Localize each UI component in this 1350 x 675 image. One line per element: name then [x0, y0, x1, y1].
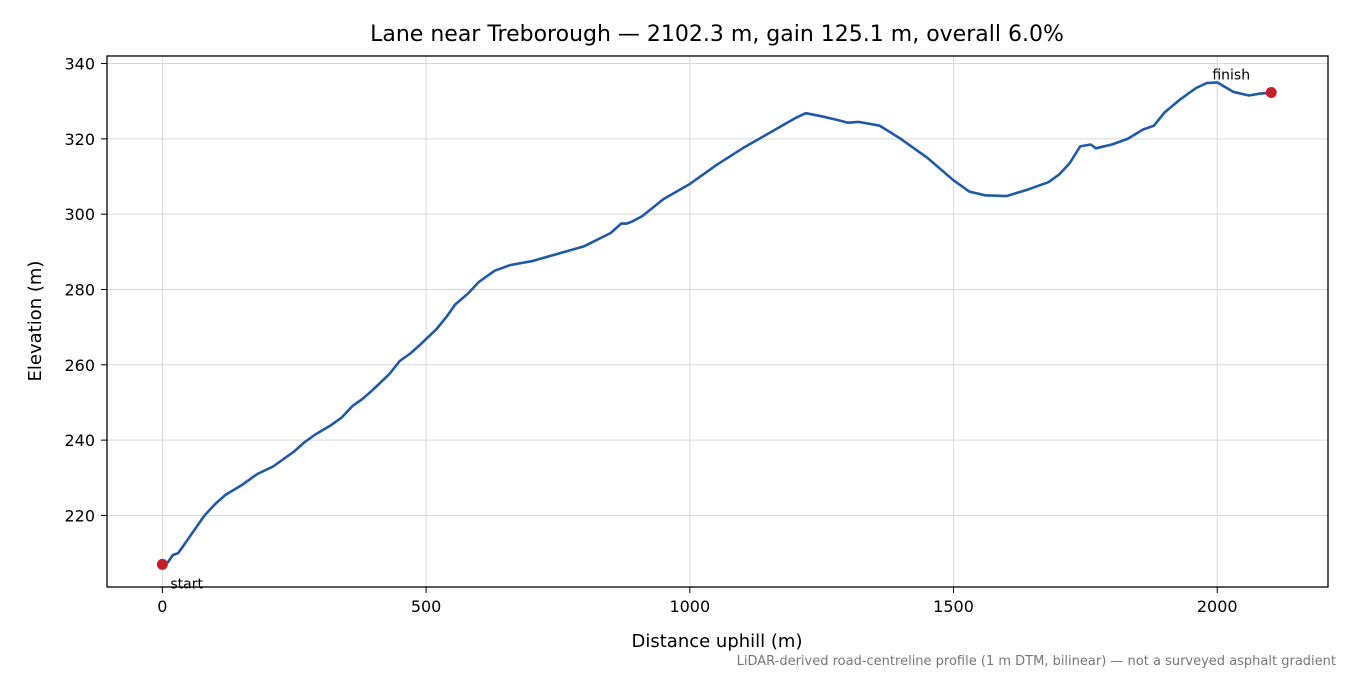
y-axis-label: Elevation (m) — [25, 261, 46, 382]
plot-area: start finish — [156, 68, 1277, 592]
x-tick-label: 2000 — [1197, 597, 1238, 616]
x-tick-label: 0 — [157, 597, 167, 616]
y-tick-label: 300 — [64, 205, 95, 224]
y-tick-label: 340 — [64, 55, 95, 74]
y-tick-label: 260 — [64, 356, 95, 375]
start-marker — [156, 558, 168, 570]
plot-frame — [106, 55, 1329, 588]
start-label: start — [170, 576, 203, 592]
chart-title: Lane near Treborough — 2102.3 m, gain 12… — [370, 22, 1064, 47]
finish-marker — [1265, 87, 1277, 99]
y-tick-label: 240 — [64, 431, 95, 450]
x-tick-label: 500 — [411, 597, 442, 616]
x-tick-label: 1000 — [669, 597, 710, 616]
y-tick-label: 320 — [64, 130, 95, 149]
y-tick-label: 220 — [64, 506, 95, 525]
grid-lines — [107, 56, 1328, 587]
finish-label: finish — [1212, 68, 1250, 84]
y-tick-label: 280 — [64, 280, 95, 299]
x-axis-label: Distance uphill (m) — [632, 631, 803, 652]
axis-ticks: 0 500 1000 1500 2000 220 240 260 280 300 320 340 — [64, 55, 1237, 616]
elevation-line — [161, 81, 1273, 566]
x-tick-label: 1500 — [933, 597, 974, 616]
footnote: LiDAR-derived road-centreline profile (1… — [737, 654, 1336, 669]
